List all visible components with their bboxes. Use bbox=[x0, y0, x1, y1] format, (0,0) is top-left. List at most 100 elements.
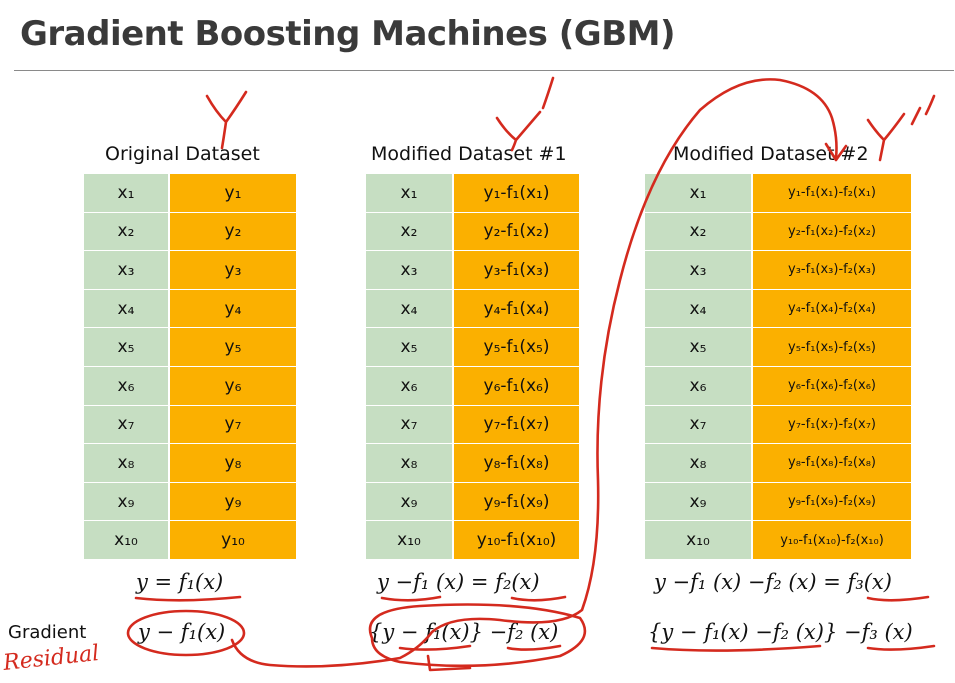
table-row: x₄ y₄-f₁(x₄)-f₂(x₄) bbox=[645, 289, 911, 329]
y-cell: y₆-f₁(x₆) bbox=[454, 366, 579, 406]
x-cell: x₇ bbox=[84, 405, 170, 445]
y-cell: y₈-f₁(x₈) bbox=[454, 444, 579, 483]
y-cell: y₆ bbox=[170, 366, 296, 406]
x-cell: x₆ bbox=[84, 366, 170, 406]
table-row: x₁₀ y₁₀-f₁(x₁₀) bbox=[366, 521, 579, 560]
y-cell: y₄-f₁(x₄)-f₂(x₄) bbox=[753, 289, 911, 329]
table-row: x₇ y₇-f₁(x₇) bbox=[366, 405, 579, 445]
table-row: x₈ y₈-f₁(x₈)-f₂(x₈) bbox=[645, 444, 911, 483]
x-cell: x₆ bbox=[645, 366, 753, 406]
table-row: x₂ y₂ bbox=[84, 212, 296, 252]
x-cell: x₉ bbox=[84, 482, 170, 522]
formula-model-3: y −f₁ (x) −f₂ (x) = f₃(x) bbox=[654, 570, 892, 594]
table-row: x₁ y₁ bbox=[84, 174, 296, 213]
x-cell: x₂ bbox=[84, 212, 170, 252]
modified-dataset-2-table: x₁ y₁-f₁(x₁)-f₂(x₁) x₂ y₂-f₁(x₂)-f₂(x₂) x₃ y₃… bbox=[645, 174, 911, 560]
underline-formula-1 bbox=[134, 595, 242, 602]
x-cell: x₂ bbox=[645, 212, 753, 252]
y-cell: y₁₀-f₁(x₁₀)-f₂(x₁₀) bbox=[753, 521, 911, 560]
table-row: x₁ y₁-f₁(x₁)-f₂(x₁) bbox=[645, 174, 911, 213]
y-cell: y₅-f₁(x₅) bbox=[454, 328, 579, 367]
y-cell: y₂ bbox=[170, 212, 296, 252]
y-mark-original bbox=[205, 90, 248, 150]
y-cell: y₉-f₁(x₉)-f₂(x₉) bbox=[753, 482, 911, 522]
y-cell: y₃ bbox=[170, 251, 296, 290]
x-cell: x₅ bbox=[645, 328, 753, 367]
x-cell: x₈ bbox=[645, 444, 753, 483]
table-caption-modified-1: Modified Dataset #1 bbox=[371, 143, 567, 165]
y-cell: y₉-f₁(x₉) bbox=[454, 482, 579, 522]
y-double-prime-mark-dataset-2 bbox=[866, 94, 936, 162]
y-cell: y₈ bbox=[170, 444, 296, 483]
x-cell: x₁ bbox=[366, 174, 454, 213]
x-cell: x₃ bbox=[645, 251, 753, 290]
formula-model-2: y −f₁ (x) = f₂(x) bbox=[377, 570, 540, 594]
x-cell: x₂ bbox=[366, 212, 454, 252]
table-row: x₄ y₄ bbox=[84, 289, 296, 329]
x-cell: x₈ bbox=[84, 444, 170, 483]
table-caption-original: Original Dataset bbox=[105, 143, 260, 165]
x-cell: x₇ bbox=[645, 405, 753, 445]
x-cell: x₉ bbox=[645, 482, 753, 522]
x-cell: x₃ bbox=[84, 251, 170, 290]
y-cell: y₂-f₁(x₂)-f₂(x₂) bbox=[753, 212, 911, 252]
x-cell: x₁ bbox=[645, 174, 753, 213]
underline-formula-2a bbox=[380, 595, 442, 602]
y-cell: y₆-f₁(x₆)-f₂(x₆) bbox=[753, 366, 911, 406]
table-row: x₈ y₈-f₁(x₈) bbox=[366, 444, 579, 483]
table-row: x₃ y₃ bbox=[84, 251, 296, 290]
bracket-gradient-2 bbox=[426, 654, 472, 672]
original-dataset-table: x₁ y₁ x₂ y₂ x₃ y₃ x₄ y₄ x₅ y₅ x₆ y₆ x₇ y₇ x₈ y₈ x₉ y₉ x₁₀ y… bbox=[84, 174, 296, 560]
y-cell: y₁-f₁(x₁)-f₂(x₁) bbox=[753, 174, 911, 213]
table-row: x₉ y₉-f₁(x₉)-f₂(x₉) bbox=[645, 482, 911, 522]
y-cell: y₁₀ bbox=[170, 521, 296, 560]
x-cell: x₅ bbox=[84, 328, 170, 367]
gradient-formula-2: {y − f₁(x)} −f₂ (x) bbox=[369, 620, 559, 644]
gradient-formula-3: {y − f₁(x) −f₂ (x)} −f₃ (x) bbox=[648, 620, 913, 644]
table-row: x₈ y₈ bbox=[84, 444, 296, 483]
table-row: x₅ y₅-f₁(x₅) bbox=[366, 328, 579, 367]
underline-gradient-3 bbox=[650, 644, 936, 652]
x-cell: x₅ bbox=[366, 328, 454, 367]
table-caption-modified-2: Modified Dataset #2 bbox=[673, 143, 869, 165]
x-cell: x₇ bbox=[366, 405, 454, 445]
table-row: x₉ y₉ bbox=[84, 482, 296, 522]
table-row: x₁₀ y₁₀-f₁(x₁₀)-f₂(x₁₀) bbox=[645, 521, 911, 560]
table-row: x₅ y₅-f₁(x₅)-f₂(x₅) bbox=[645, 328, 911, 367]
table-row: x₁₀ y₁₀ bbox=[84, 521, 296, 560]
table-row: x₁ y₁-f₁(x₁) bbox=[366, 174, 579, 213]
y-cell: y₁-f₁(x₁) bbox=[454, 174, 579, 213]
y-cell: y₄ bbox=[170, 289, 296, 329]
formula-model-1: y = f₁(x) bbox=[136, 570, 224, 594]
x-cell: x₄ bbox=[84, 289, 170, 329]
slide-title: Gradient Boosting Machines (GBM) bbox=[20, 14, 676, 54]
y-cell: y₂-f₁(x₂) bbox=[454, 212, 579, 252]
y-cell: y₅-f₁(x₅)-f₂(x₅) bbox=[753, 328, 911, 367]
y-cell: y₁₀-f₁(x₁₀) bbox=[454, 521, 579, 560]
underline-formula-3 bbox=[866, 595, 930, 602]
table-row: x₂ y₂-f₁(x₂)-f₂(x₂) bbox=[645, 212, 911, 252]
x-cell: x₃ bbox=[366, 251, 454, 290]
y-cell: y₃-f₁(x₃)-f₂(x₃) bbox=[753, 251, 911, 290]
x-cell: x₁₀ bbox=[84, 521, 170, 560]
underline-formula-2b bbox=[510, 595, 567, 602]
table-row: x₉ y₉-f₁(x₉) bbox=[366, 482, 579, 522]
x-cell: x₁₀ bbox=[366, 521, 454, 560]
table-row: x₃ y₃-f₁(x₃) bbox=[366, 251, 579, 290]
table-row: x₂ y₂-f₁(x₂) bbox=[366, 212, 579, 252]
x-cell: x₈ bbox=[366, 444, 454, 483]
residual-handwritten-note: Residual bbox=[1, 641, 100, 676]
y-cell: y₃-f₁(x₃) bbox=[454, 251, 579, 290]
y-cell: y₇ bbox=[170, 405, 296, 445]
table-row: x₆ y₆ bbox=[84, 366, 296, 406]
table-row: x₅ y₅ bbox=[84, 328, 296, 367]
table-row: x₆ y₆-f₁(x₆)-f₂(x₆) bbox=[645, 366, 911, 406]
y-prime-mark-dataset-1 bbox=[495, 76, 555, 152]
title-divider bbox=[14, 70, 954, 71]
underline-gradient-2 bbox=[398, 644, 562, 651]
x-cell: x₉ bbox=[366, 482, 454, 522]
x-cell: x₄ bbox=[366, 289, 454, 329]
y-cell: y₁ bbox=[170, 174, 296, 213]
table-row: x₇ y₇-f₁(x₇)-f₂(x₇) bbox=[645, 405, 911, 445]
table-row: x₄ y₄-f₁(x₄) bbox=[366, 289, 579, 329]
